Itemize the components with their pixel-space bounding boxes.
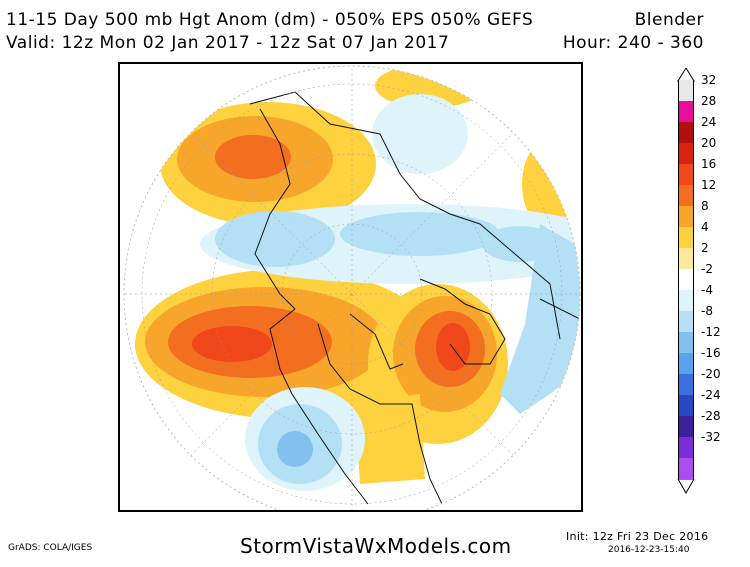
colorbar-swatch [678,395,694,416]
color-legend: 32 28 24 20 16 12 8 4 2 -2 -4 -8 -12 -16 -20 -24 -28 -32 [671,68,731,528]
anomaly-trough-europe [500,224,580,414]
colorbar-swatch [678,416,694,437]
anomaly-trough-western-us [245,387,365,491]
forecast-hours: Hour: 240 - 360 [562,33,704,53]
colorbar-label: 24 [701,115,717,129]
colorbar-label: -20 [701,367,721,381]
colorbar-swatch [678,122,694,143]
colorbar-label: 8 [701,199,709,213]
colorbar-label: 4 [701,220,709,234]
anomaly-ridge-eastern-us [355,394,425,484]
colorbar-swatch [678,80,694,101]
colorbar-swatch [678,374,694,395]
anomaly-ridge-pacific [135,269,435,419]
colorbar-swatch [678,248,694,269]
colorbar-swatch [678,143,694,164]
colorbar-swatch [678,332,694,353]
colorbar-swatch [678,101,694,122]
colorbar-label: 12 [701,178,717,192]
colorbar-label: -2 [701,262,713,276]
anomaly-ridge-siberia [160,102,376,226]
colorbar-bottom-arrow [677,479,695,495]
colorbar-label: -24 [701,388,721,402]
colorbar-swatch [678,290,694,311]
colorbar-label: -4 [701,283,713,297]
generation-timestamp: 2016-12-23-15:40 [608,545,690,555]
colorbar-swatch [678,269,694,290]
anomaly-map [123,65,581,510]
grads-credit: GrADS: COLA/IGES [8,543,93,553]
hemisphere-edge [123,65,581,510]
anomaly-trough-arctic [200,94,580,284]
valid-period: Valid: 12z Mon 02 Jan 2017 - 12z Sat 07 … [6,33,450,53]
colorbar-swatch [678,164,694,185]
colorbar-label: 20 [701,136,717,150]
map-frame [118,62,583,512]
colorbar-label: -28 [701,409,721,423]
colorbar-swatch [678,227,694,248]
colorbar-label: -32 [701,430,721,444]
lat-lon-grid [124,66,580,510]
map-title: 11-15 Day 500 mb Hgt Anom (dm) - 050% EP… [6,10,534,30]
colorbar-label: 16 [701,157,717,171]
colorbar-swatch [678,206,694,227]
colorbar-swatch [678,311,694,332]
colorbar-label: -16 [701,346,721,360]
colorbar-swatch [678,185,694,206]
colorbar-label: 2 [701,241,709,255]
colorbar-label: 28 [701,94,717,108]
colorbar-swatch [678,437,694,458]
colorbar-label: 32 [701,73,717,87]
website-link[interactable]: StormVistaWxModels.com [240,534,512,558]
product-name: Blender [634,10,704,30]
colorbar-swatch [678,458,694,479]
init-time: Init: 12z Fri 23 Dec 2016 [566,530,709,543]
colorbar-label: -8 [701,304,713,318]
colorbar-label: -12 [701,325,721,339]
colorbar-swatch [678,353,694,374]
